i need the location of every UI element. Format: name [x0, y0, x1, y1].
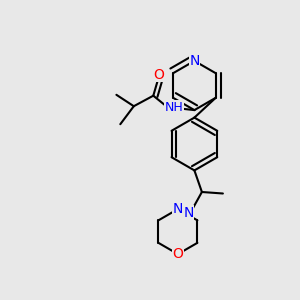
Text: N: N — [189, 54, 200, 68]
Text: NH: NH — [165, 100, 184, 114]
Text: N: N — [183, 206, 194, 220]
Text: O: O — [172, 247, 183, 261]
Text: N: N — [173, 202, 183, 216]
Text: O: O — [153, 68, 164, 82]
